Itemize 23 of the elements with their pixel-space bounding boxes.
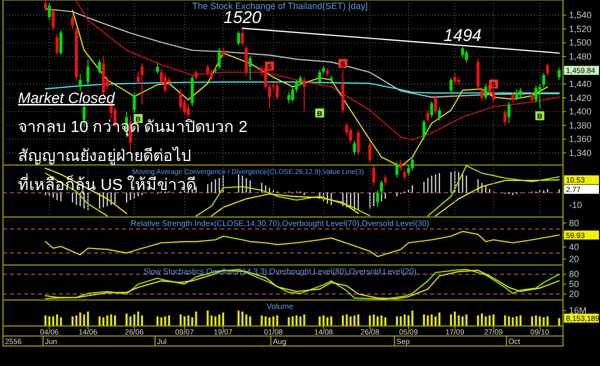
text: -10: [569, 200, 582, 210]
annotation: สัญญาณยังอยู่ฝ่ายดีต่อไป: [18, 146, 191, 166]
y-tick-label: 1,520: [569, 24, 592, 34]
y-tick-label: 40: [569, 242, 580, 252]
y-tick-label: 20: [569, 254, 580, 264]
annotation: Market Closed: [18, 90, 116, 107]
y-tick-label: 1,380: [569, 120, 592, 130]
y-tick-label: 1,540: [569, 10, 592, 20]
y-tick-label: 16M: [569, 306, 587, 316]
y-tick-label: 1,360: [569, 134, 592, 144]
y-tick-label: 50: [569, 279, 580, 290]
y-tick-label: 80: [569, 269, 580, 280]
y-tick-label: 1,480: [569, 51, 592, 62]
y-tick-label: 80: [569, 218, 580, 228]
y-tick-label: 1,340: [569, 148, 592, 158]
y-tick-label: 20: [569, 289, 580, 300]
annotation: 1494: [444, 26, 482, 45]
chart-title: Volume: [266, 302, 294, 311]
y-tick-label: 1,500: [569, 38, 592, 48]
y-tick-label: 1,420: [569, 92, 592, 103]
y-tick-label: 1,400: [569, 106, 592, 117]
y-tick-label: 1,440: [569, 79, 592, 90]
chart-title: Relative Strength Index(CLOSE,14,30,70),Overbought Level(70),Oversold Level(30): [130, 219, 430, 228]
